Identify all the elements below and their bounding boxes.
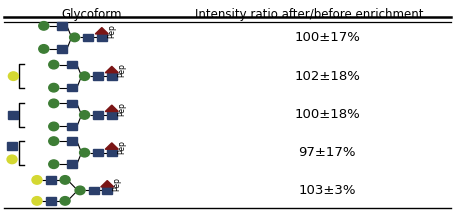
Polygon shape <box>105 66 118 73</box>
Text: Pep: Pep <box>116 140 126 154</box>
Bar <box>106 72 116 80</box>
Ellipse shape <box>49 137 59 145</box>
Ellipse shape <box>8 72 18 80</box>
Text: Intensity ratio after/before enrichment: Intensity ratio after/before enrichment <box>194 8 422 21</box>
Bar <box>46 176 56 184</box>
Bar <box>88 187 98 194</box>
Bar <box>106 111 116 119</box>
Bar <box>67 137 77 145</box>
Ellipse shape <box>70 33 80 42</box>
Ellipse shape <box>32 176 42 184</box>
Text: 97±17%: 97±17% <box>298 146 355 159</box>
Bar <box>46 197 56 205</box>
Bar <box>67 61 77 68</box>
Ellipse shape <box>49 60 59 69</box>
Ellipse shape <box>60 197 70 205</box>
Text: Pep: Pep <box>116 102 126 116</box>
Bar <box>57 22 67 30</box>
Bar <box>102 187 112 194</box>
Ellipse shape <box>80 148 89 157</box>
Bar <box>93 72 103 80</box>
Ellipse shape <box>39 45 49 53</box>
Ellipse shape <box>80 72 89 80</box>
Polygon shape <box>105 105 118 111</box>
Text: Pep: Pep <box>112 178 121 191</box>
Text: 100±17%: 100±17% <box>293 31 359 44</box>
Bar <box>67 123 77 130</box>
Ellipse shape <box>49 122 59 131</box>
Ellipse shape <box>75 186 85 195</box>
Text: 100±18%: 100±18% <box>293 108 359 122</box>
Bar <box>67 100 77 107</box>
Ellipse shape <box>49 83 59 92</box>
Text: 102±18%: 102±18% <box>293 70 359 83</box>
Ellipse shape <box>60 176 70 184</box>
Bar <box>96 34 106 41</box>
Text: Glycoform: Glycoform <box>61 8 121 21</box>
Bar <box>93 149 103 156</box>
Polygon shape <box>95 28 108 34</box>
Ellipse shape <box>32 197 42 205</box>
Ellipse shape <box>39 22 49 30</box>
Text: Pep: Pep <box>106 24 116 38</box>
Ellipse shape <box>49 99 59 108</box>
Bar <box>8 111 18 119</box>
Bar <box>57 45 67 53</box>
Bar <box>83 34 93 41</box>
Text: Pep: Pep <box>116 63 126 77</box>
Ellipse shape <box>49 160 59 168</box>
Polygon shape <box>105 143 118 149</box>
Polygon shape <box>101 181 114 187</box>
Bar <box>67 160 77 168</box>
Ellipse shape <box>7 155 17 164</box>
Bar <box>93 111 103 119</box>
Bar <box>7 142 17 150</box>
Text: 103±3%: 103±3% <box>298 184 355 197</box>
Bar <box>67 84 77 91</box>
Ellipse shape <box>80 111 89 119</box>
Bar <box>106 149 116 156</box>
